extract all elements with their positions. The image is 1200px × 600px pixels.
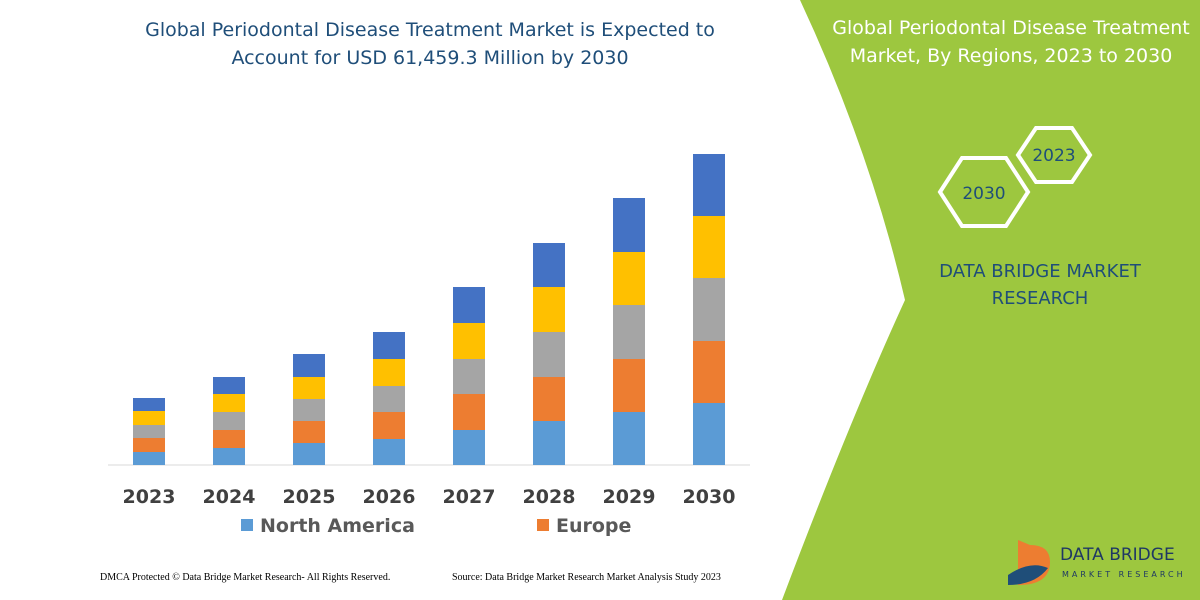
- x-tick-label: 2023: [123, 486, 176, 508]
- bar-segment: [293, 443, 325, 465]
- bar-segment: [373, 386, 405, 412]
- bar-segment: [453, 323, 485, 359]
- bar-segment: [533, 243, 565, 287]
- bar-segment: [613, 359, 645, 412]
- bar-segment: [613, 305, 645, 359]
- x-tick-label: 2026: [363, 486, 416, 508]
- bar-segment: [213, 377, 245, 394]
- hexagon: [1015, 126, 1093, 184]
- side-title: Global Periodontal Disease Treatment Mar…: [832, 17, 1190, 67]
- bar-segment: [133, 438, 165, 452]
- legend-swatch: [537, 519, 549, 531]
- bar-segment: [453, 287, 485, 323]
- hexagon-label: 2030: [962, 184, 1005, 204]
- bar-segment: [453, 394, 485, 430]
- bar-segment: [213, 430, 245, 448]
- bar-segment: [133, 411, 165, 425]
- bar-segment: [373, 359, 405, 386]
- bar-segment: [293, 354, 325, 377]
- bar-segment: [533, 377, 565, 421]
- x-tick-label: 2024: [203, 486, 256, 508]
- bar-segment: [613, 412, 645, 465]
- x-tick-label: 2027: [443, 486, 496, 508]
- bar-segment: [133, 398, 165, 411]
- bar-segment: [213, 448, 245, 465]
- bar-segment: [293, 399, 325, 421]
- copyright: DMCA Protected © Data Bridge Market Rese…: [100, 572, 390, 583]
- legend-label: Europe: [556, 515, 631, 537]
- bar-segment: [133, 425, 165, 438]
- bar-segment: [693, 403, 725, 465]
- hexagon-label: 2023: [1032, 146, 1075, 166]
- logo-icon: [1008, 565, 1048, 585]
- bar-segment: [613, 198, 645, 252]
- x-tick-label: 2028: [523, 486, 576, 508]
- bar-segment: [453, 430, 485, 465]
- bar-segment: [613, 252, 645, 305]
- logo-tagline: MARKET RESEARCH: [1062, 570, 1186, 579]
- logo-name: DATA BRIDGE: [1060, 545, 1175, 565]
- x-tick-label: 2030: [683, 486, 736, 508]
- bar-segment: [133, 452, 165, 465]
- x-tick-label: 2025: [283, 486, 336, 508]
- brand: DATA BRIDGE MARKET RESEARCH: [939, 261, 1141, 309]
- source: Source: Data Bridge Market Research Mark…: [452, 572, 721, 583]
- legend-swatch: [241, 519, 253, 531]
- bar-segment: [533, 287, 565, 332]
- bar-segment: [293, 377, 325, 399]
- x-tick-label: 2029: [603, 486, 656, 508]
- bar-segment: [693, 341, 725, 403]
- bar-segment: [693, 216, 725, 278]
- bar-segment: [213, 394, 245, 412]
- chart-title: Global Periodontal Disease Treatment Mar…: [145, 19, 715, 69]
- bar-segment: [533, 421, 565, 465]
- bar-segment: [533, 332, 565, 377]
- bar-segment: [213, 412, 245, 430]
- bar-segment: [453, 359, 485, 394]
- hexagon: [937, 156, 1031, 228]
- bar-segment: [373, 332, 405, 359]
- side-panel-bg: [782, 0, 1200, 600]
- bar-segment: [373, 412, 405, 439]
- bar-segment: [693, 154, 725, 216]
- bar-segment: [693, 278, 725, 341]
- legend-label: North America: [260, 515, 415, 537]
- bar-segment: [373, 439, 405, 465]
- bar-segment: [293, 421, 325, 443]
